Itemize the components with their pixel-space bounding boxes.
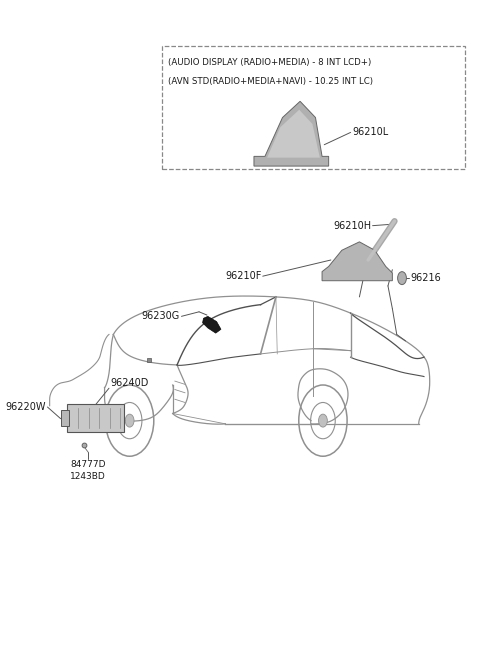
Bar	[67, 405, 124, 432]
Circle shape	[397, 272, 407, 285]
Circle shape	[319, 414, 327, 427]
Text: 96230G: 96230G	[141, 312, 179, 321]
Text: 96240D: 96240D	[110, 379, 149, 388]
Text: 96216: 96216	[410, 273, 441, 283]
Circle shape	[125, 414, 134, 427]
Bar	[162, 47, 465, 169]
Text: (AVN STD(RADIO+MEDIA+NAVI) - 10.25 INT LC): (AVN STD(RADIO+MEDIA+NAVI) - 10.25 INT L…	[168, 77, 373, 87]
Text: (AUDIO DISPLAY (RADIO+MEDIA) - 8 INT LCD+): (AUDIO DISPLAY (RADIO+MEDIA) - 8 INT LCD…	[168, 58, 372, 67]
Text: 96210L: 96210L	[352, 127, 388, 137]
Polygon shape	[322, 242, 392, 281]
Text: 96210F: 96210F	[225, 271, 262, 281]
Polygon shape	[267, 110, 320, 157]
Text: 96220W: 96220W	[6, 402, 46, 412]
Polygon shape	[203, 316, 221, 333]
Bar	[60, 410, 69, 426]
Text: 84777D
1243BD: 84777D 1243BD	[71, 460, 106, 481]
Polygon shape	[254, 101, 329, 166]
Text: 96210H: 96210H	[333, 220, 371, 231]
